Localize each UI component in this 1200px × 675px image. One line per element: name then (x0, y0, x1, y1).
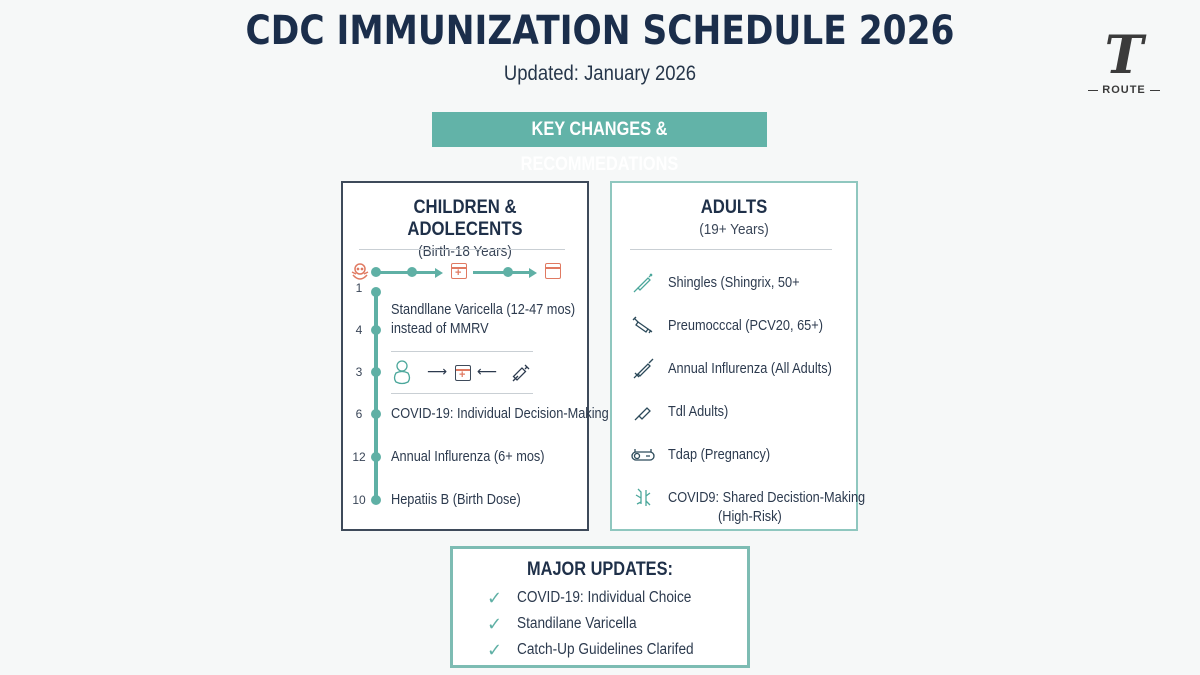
calendar-plus-icon: + (451, 263, 467, 279)
divider (630, 249, 832, 250)
adult-item-pneumococcal: Preumocccal (PCV20, 65+) (630, 314, 844, 338)
page-title: CDC IMMUNIZATION SCHEDULE 2026 (245, 8, 955, 54)
timeline-number: 12 (352, 450, 366, 464)
timeline-dot (407, 267, 417, 277)
adult-item-influenza: Annual Influrenza (All Adults) (630, 357, 854, 381)
syringe-icon (630, 357, 656, 381)
baby-icon (349, 261, 371, 288)
banner-label: KEY CHANGES & RECOMMEDATIONS (520, 119, 679, 175)
check-icon: ✓ (487, 613, 503, 634)
arrow-right-icon: ⟶ (427, 363, 448, 379)
timeline-dot (371, 367, 381, 377)
timeline-dot (371, 325, 381, 335)
timeline-number: 1 (355, 281, 363, 295)
route-logo: T ROUTE (1088, 30, 1160, 96)
timeline-item-covid: COVID-19: Individual Decision-Making (391, 406, 609, 422)
adults-title: ADULTS (700, 197, 768, 218)
check-icon: ✓ (487, 639, 503, 660)
check-icon: ✓ (487, 587, 503, 608)
timeline-number: 4 (355, 323, 363, 337)
divider (391, 351, 533, 352)
timeline-number: 3 (355, 365, 363, 379)
timeline-dot (371, 409, 381, 419)
virus-icon (630, 486, 656, 510)
syringe-icon (630, 271, 656, 295)
arrow-right-icon (435, 268, 443, 278)
syringe-icon (509, 361, 533, 390)
adults-range: (19+ Years) (699, 221, 769, 238)
major-updates-title: MAJOR UPDATES: (527, 559, 673, 580)
vial-icon (630, 443, 656, 467)
adults-card: ADULTS (19+ Years) Shingles (Shingrix, 5… (610, 181, 865, 531)
arrow-left-icon: ⟵ (477, 363, 498, 379)
children-title: CHILDREN & ADOLECENTS (407, 197, 523, 240)
adult-item-label: COVID9: Shared Decistion-Making (668, 489, 866, 506)
key-changes-banner: KEY CHANGES & RECOMMEDATIONS (432, 112, 767, 175)
updated-date: Updated: January 2026 (503, 62, 697, 85)
logo-text: ROUTE (1102, 84, 1146, 96)
adult-item-label: Tdl Adults) (668, 403, 729, 420)
update-label: Standilane Varicella (517, 615, 637, 632)
children-card: CHILDREN & ADOLECENTS (Birth-18 Years) +… (341, 181, 609, 531)
timeline-segment (473, 271, 531, 274)
timeline-number: 10 (352, 493, 366, 507)
timeline-segment (375, 271, 437, 274)
adult-item-label: Preumocccal (PCV20, 65+) (668, 317, 823, 334)
adult-item-label: Annual Influrenza (All Adults) (668, 360, 832, 377)
divider (391, 393, 533, 394)
divider (359, 249, 565, 250)
update-label: COVID-19: Individual Choice (517, 589, 692, 606)
adult-item-tdap: Tdap (Pregnancy) (630, 443, 784, 467)
timeline-dot (371, 267, 381, 277)
children-range: (Birth-18 Years) (418, 243, 512, 260)
update-item: ✓ Catch-Up Guidelines Clarifed (487, 639, 718, 661)
timeline-item-varicella-note: instead of MMRV (391, 321, 489, 337)
major-updates-box: MAJOR UPDATES: ✓ COVID-19: Individual Ch… (450, 546, 750, 668)
timeline-dot (371, 452, 381, 462)
medical-kit-icon: + (455, 365, 471, 381)
logo-text-row: ROUTE (1088, 84, 1160, 96)
update-item: ✓ COVID-19: Individual Choice (487, 587, 715, 609)
timeline-item-hepatitis-b: Hepatiis B (Birth Dose) (391, 492, 521, 508)
timeline-dot (371, 287, 381, 297)
timeline-vertical (374, 289, 378, 499)
timeline-number: 6 (355, 407, 363, 421)
infant-icon (391, 359, 413, 390)
arrow-right-icon (529, 268, 537, 278)
pen-syringe-icon (630, 400, 656, 424)
calendar-icon (545, 263, 561, 279)
syringe-icon (630, 314, 656, 338)
adult-item-label: (High-Risk) (718, 508, 782, 525)
timeline-item-varicella: Standllane Varicella (12-47 mos) (391, 302, 576, 318)
adult-item-covid-note: (High-Risk) (718, 505, 791, 529)
timeline-item-influenza: Annual Influrenza (6+ mos) (391, 449, 545, 465)
logo-mark: T (1104, 25, 1144, 86)
adult-item-td: Tdl Adults) (630, 400, 737, 424)
update-label: Catch-Up Guidelines Clarifed (517, 641, 694, 658)
timeline-dot (503, 267, 513, 277)
adult-item-label: Shingles (Shingrix, 50+ (668, 274, 800, 291)
adult-item-shingles: Shingles (Shingrix, 50+ (630, 271, 818, 295)
adult-item-label: Tdap (Pregnancy) (668, 446, 771, 463)
timeline-dot (371, 495, 381, 505)
update-item: ✓ Standilane Varicella (487, 613, 653, 635)
adult-item-covid: COVID9: Shared Decistion-Making (630, 486, 892, 510)
